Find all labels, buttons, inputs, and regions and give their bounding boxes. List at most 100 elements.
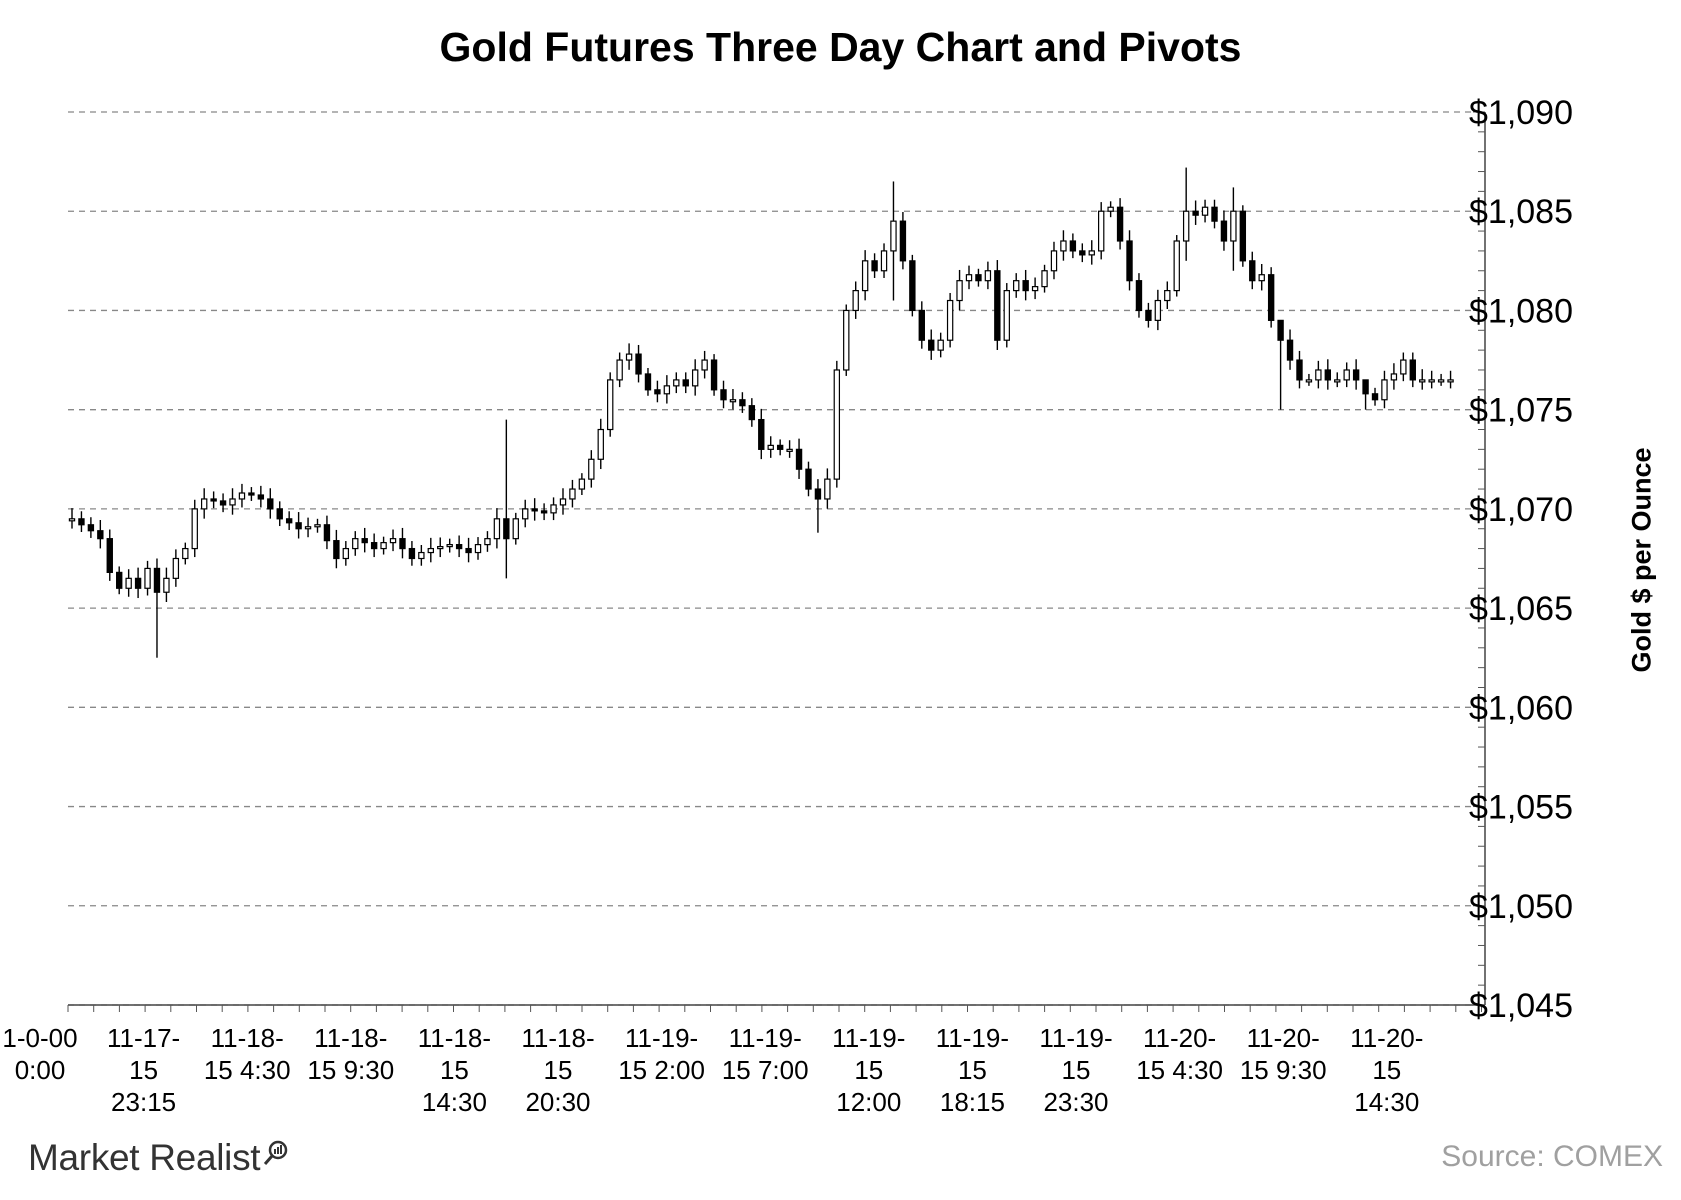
candle [720,380,727,409]
candle [984,261,992,290]
candle-body [1031,286,1039,292]
candle-body [597,428,604,460]
candle-body [389,538,397,544]
candle [1050,241,1058,280]
candle-body [1182,210,1190,242]
candle [1324,359,1332,390]
candle-body [1286,339,1294,361]
candle-body [1050,250,1058,272]
candle [758,408,765,460]
candle [597,418,604,470]
candle-body [182,547,189,560]
candle-body [68,518,76,522]
candle-body [446,544,453,548]
candle [1343,362,1350,388]
candle-body [1315,369,1322,381]
candle-body [229,498,236,506]
candle [701,350,708,379]
x-tick-label: 11-19-15 12:00 [832,1023,905,1117]
candle [1381,370,1388,409]
candle-body [323,524,331,542]
candle [607,372,614,437]
x-tick-labels: 1-0-00 0:00 11-17-15 23:15 11-18-15 4:30 11-1… [2,1023,1423,1117]
x-tick-label: 11-18-15 20:30 [521,1023,594,1117]
candle [163,567,170,602]
candle-body [1041,270,1048,288]
x-tick-label: 11-19-15 7:00 [722,1023,809,1085]
candle-body [1135,280,1143,312]
candle-body [814,488,822,500]
candle-body [635,353,642,375]
candle [1419,369,1426,390]
candle-body [257,494,265,500]
candle-body [654,389,661,395]
candle-body [776,444,784,450]
candle-body [1437,379,1445,383]
y-tick-label: $1,070 [1469,491,1573,529]
candle-body [399,538,406,550]
candle-body [871,260,878,272]
candle [304,517,312,538]
candle-body [890,220,897,252]
candle-body [975,274,982,282]
candle-body [663,385,671,395]
candle-body [946,299,954,341]
candle-body [455,544,463,550]
candle [182,542,189,565]
candle-body [97,530,104,540]
candle-body [833,369,841,480]
candle [1249,251,1256,290]
candle-body [1079,250,1086,256]
candle [219,493,227,513]
candle-body [370,542,378,550]
candle [550,497,557,521]
candle [729,389,737,410]
candle [522,499,529,528]
y-tick-label: $1,065 [1469,590,1573,628]
candle [1305,373,1313,386]
candle-body [248,492,255,496]
candle [446,538,453,553]
candle [569,479,576,508]
candle [559,488,567,515]
candle [134,567,142,599]
candle-body [748,405,756,421]
candle [843,304,850,376]
candle-body [285,518,293,524]
candle-body [200,498,208,510]
candle [474,537,482,560]
candle-body [1428,379,1435,383]
candle-body [588,458,595,480]
candle [654,380,661,403]
candle [1201,199,1209,223]
candle [229,488,236,515]
candle-body [408,547,416,560]
candle [1239,205,1247,267]
candle-body [531,508,538,512]
candle [455,535,463,558]
candle-body [701,359,708,371]
candle-body [1447,379,1454,383]
candle [899,212,907,270]
candle-body [691,369,699,387]
candle [87,517,95,538]
candle [125,569,132,597]
x-tick-label: 11-19-15 18:15 [936,1023,1009,1117]
candle-body [616,359,623,381]
candle-body [805,468,812,490]
candle [1390,363,1398,390]
candle-body [78,518,85,526]
candle-body [87,524,95,532]
candle [918,301,925,349]
candle [861,250,869,301]
candle-body [116,571,123,589]
candle [1211,199,1218,229]
candle [767,436,774,458]
candle-body [1154,299,1162,321]
candle-body [1419,379,1426,383]
candle-body [540,510,548,514]
candle [1031,277,1039,300]
y-tick-label: $1,085 [1469,193,1573,231]
candle-body [1107,206,1114,212]
candle-body [125,577,132,589]
